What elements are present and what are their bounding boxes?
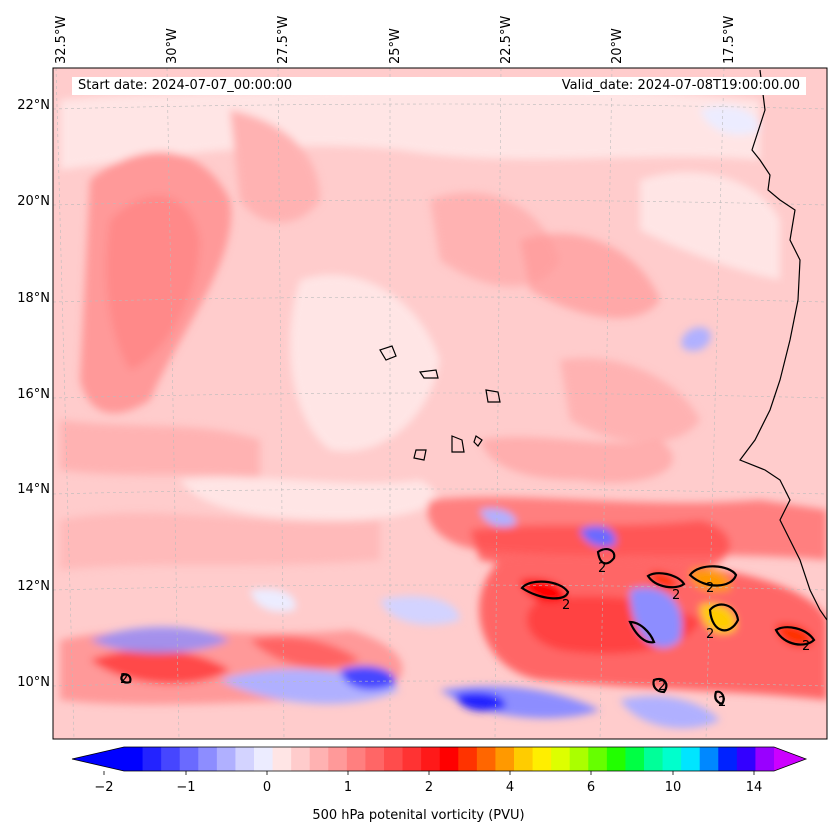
parallel-line [53,680,827,687]
parallel-line [53,488,827,495]
colorbar-swatch [309,747,329,771]
colorbar-swatch [736,747,756,771]
lat-label-10n: 10°N [17,675,50,690]
meridian-line [494,68,502,739]
colorbar-swatch [662,747,682,771]
colorbar-tick: 0 [262,780,272,795]
colorbar-over-arrow [774,747,806,771]
pv-2-contours [120,548,816,706]
colorbar-swatch [235,747,255,771]
colorbar-swatch [346,747,366,771]
colorbar-tick: 14 [745,780,763,795]
parallel-line [53,103,827,110]
lat-label-18n: 18°N [17,291,50,306]
svg-text:2: 2 [706,627,714,642]
svg-text:2: 2 [718,695,726,710]
colorbar-swatch [421,747,441,771]
colorbar-swatch [198,747,218,771]
graticule [53,68,827,739]
map-frame [52,67,828,740]
lon-label-27-5w: 27.5°W [276,15,291,64]
contour-labels: 2 2 2 2 2 2 2 2 2 [120,561,810,710]
svg-text:2: 2 [120,672,128,687]
colorbar-swatch [384,747,404,771]
colorbar-swatch [588,747,608,771]
colorbar-under-arrow [72,747,124,771]
colorbar-swatch [699,747,719,771]
colorbar-swatch [161,747,181,771]
colorbar-tick: 2 [424,780,434,795]
parallel-line [53,199,827,206]
meridian-line [705,68,725,739]
parallel-line [53,584,827,591]
lat-label-16n: 16°N [17,387,50,402]
colorbar-swatch [755,747,775,771]
parallel-line [53,296,827,303]
lon-label-20w: 20°W [610,28,625,64]
colorbar-swatch [476,747,496,771]
colorbar-swatch [272,747,292,771]
colorbar-tick: 4 [505,780,515,795]
colorbar-tick: −2 [94,780,114,795]
valid-date-label: Valid_date: 2024-07-08T19:00:00.00 [352,77,806,95]
colorbar-swatch [142,747,162,771]
colorbar-swatch [718,747,738,771]
colorbar-swatch [458,747,478,771]
lat-label-22n: 22°N [17,98,50,113]
meridian-line [277,68,285,739]
lon-label-22-5w: 22.5°W [499,15,514,64]
colorbar-swatch [439,747,459,771]
lat-label-14n: 14°N [17,482,50,497]
colorbar-swatch [495,747,515,771]
colorbar-tick: 1 [343,780,353,795]
lon-label-32-5w: 32.5°W [54,15,69,64]
colorbar-swatch [681,747,701,771]
colorbar-swatch [124,747,144,771]
colorbar-tick: 10 [664,780,682,795]
lon-label-30w: 30°W [165,28,180,64]
colorbar-swatch [179,747,199,771]
start-date-label: Start date: 2024-07-07_00:00:00 [72,77,358,95]
meridian-line [599,68,613,739]
svg-text:2: 2 [562,598,570,613]
lat-label-12n: 12°N [17,579,50,594]
svg-text:2: 2 [598,561,606,576]
colorbar-swatch [644,747,664,771]
colorbar-tick: −1 [176,780,196,795]
svg-text:2: 2 [658,679,666,694]
pv-field [53,68,827,739]
lat-label-20n: 20°N [17,194,50,209]
colorbar-swatch [216,747,236,771]
colorbar-tick: 6 [586,780,596,795]
parallel-line [53,392,827,399]
meridian-line [166,68,180,739]
colorbar-swatch [551,747,571,771]
colorbar-swatch [254,747,274,771]
colorbar-swatch [328,747,348,771]
colorbar-swatch [402,747,422,771]
colorbar-swatch [365,747,385,771]
colorbar-swatch [291,747,311,771]
svg-text:2: 2 [802,639,810,654]
colorbar [71,746,808,775]
colorbar-swatch [606,747,626,771]
colorbar-swatch [532,747,552,771]
svg-text:2: 2 [706,581,714,596]
coastline [379,69,827,621]
lon-label-17-5w: 17.5°W [722,15,737,64]
svg-text:2: 2 [672,588,680,603]
colorbar-swatch [625,747,645,771]
colorbar-swatch [514,747,534,771]
meridian-line [55,68,75,739]
lon-label-25w: 25°W [388,28,403,64]
colorbar-swatch [569,747,589,771]
colorbar-outline [71,746,808,772]
colorbar-title: 500 hPa potenital vorticity (PVU) [312,808,525,823]
